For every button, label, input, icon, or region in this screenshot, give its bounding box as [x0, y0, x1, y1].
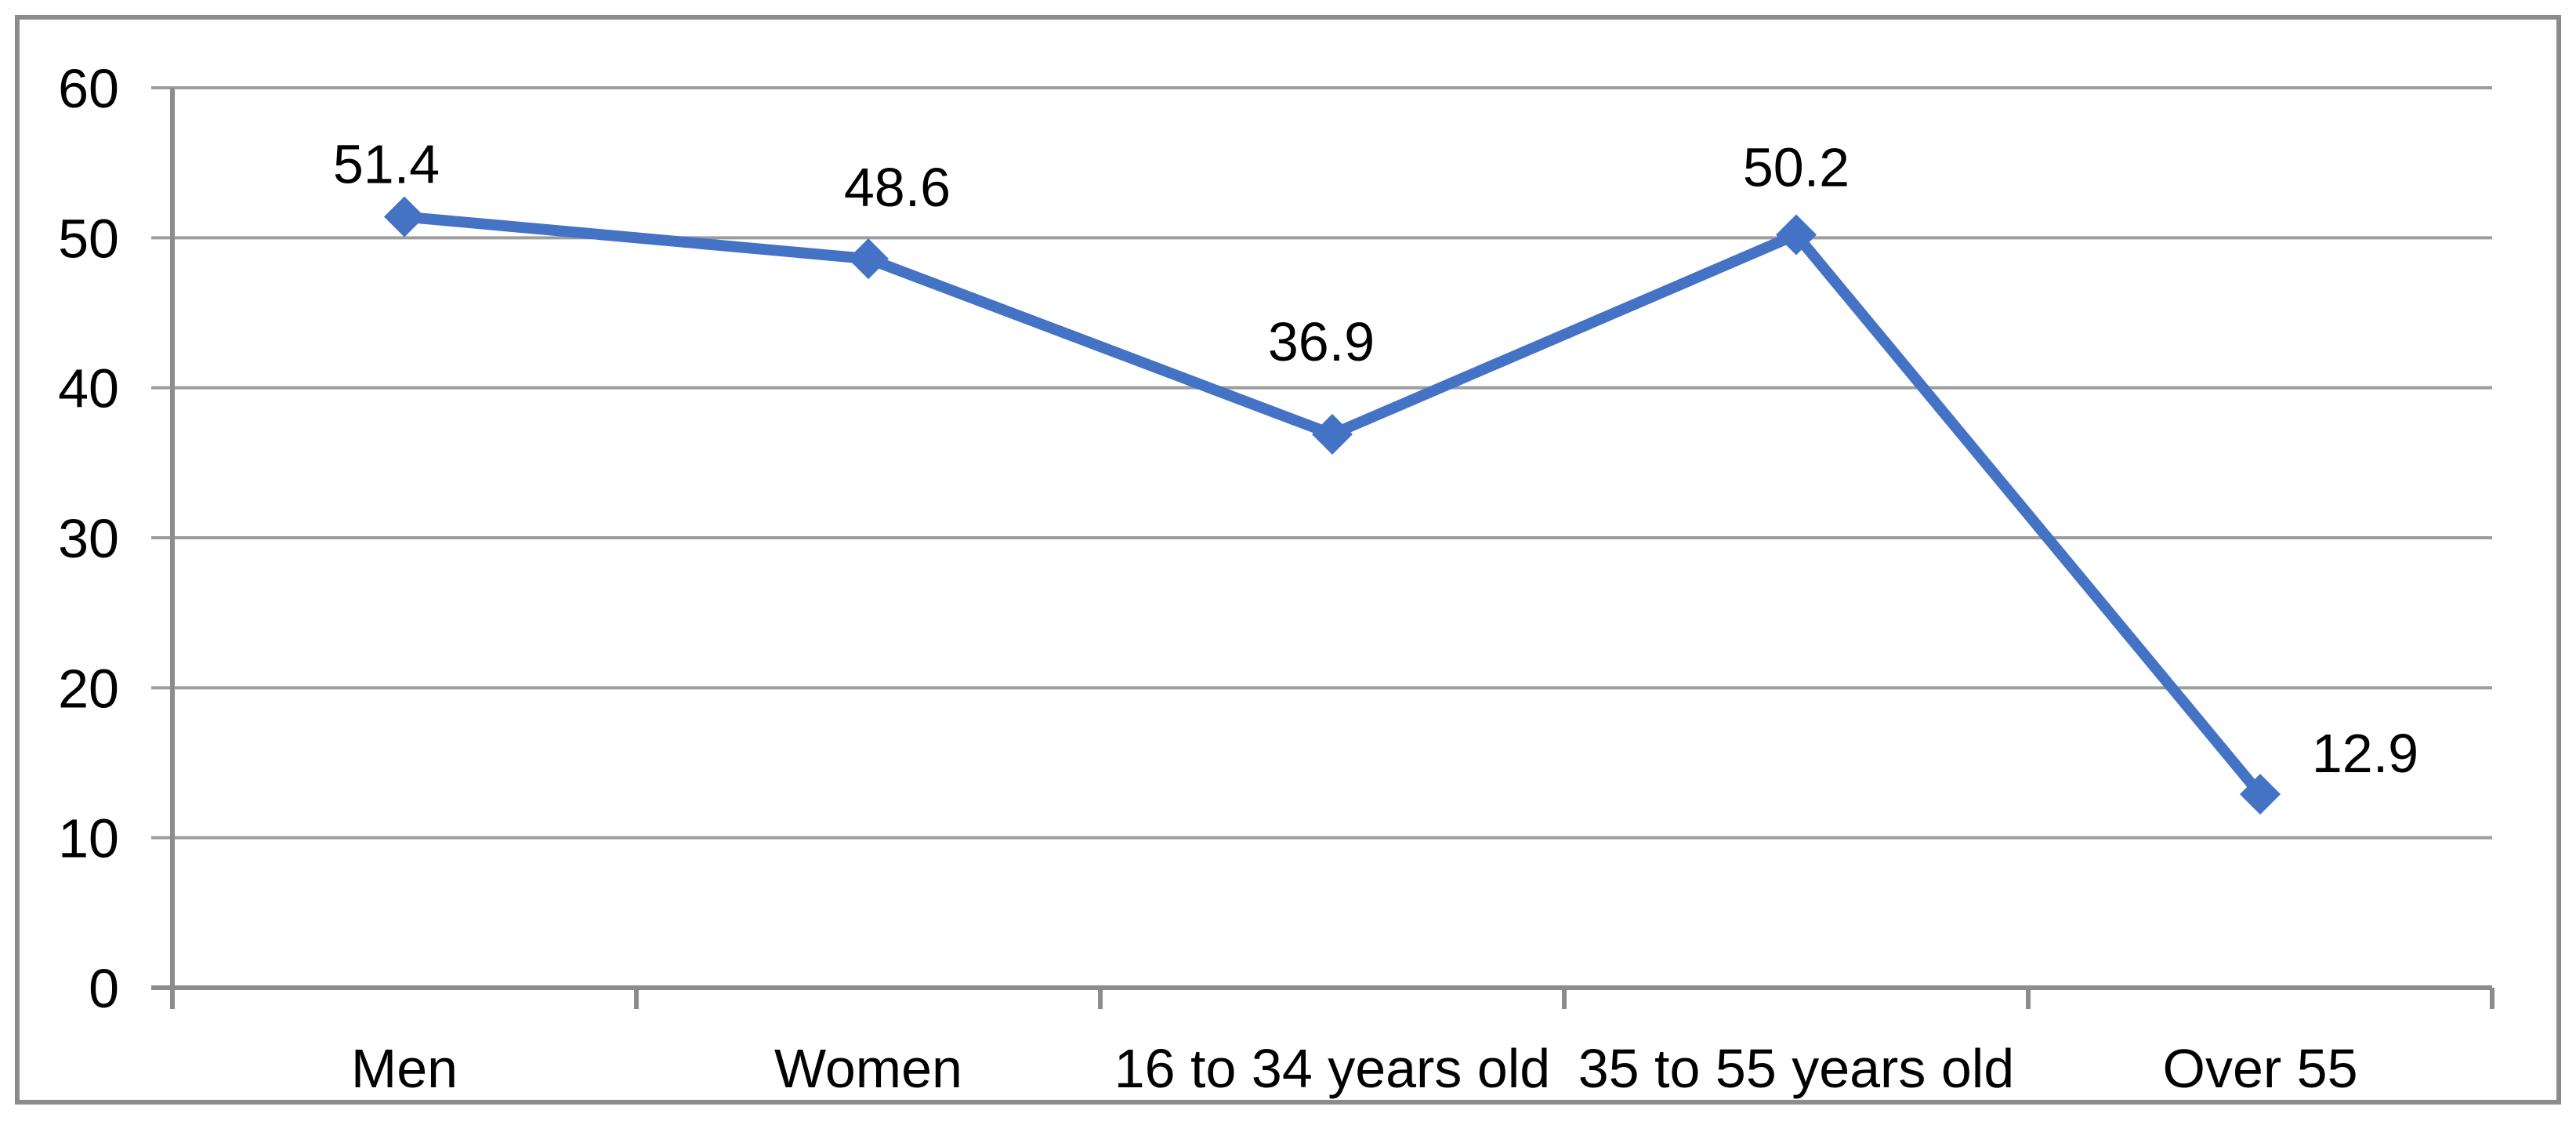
data-point-label: 36.9 [1268, 311, 1375, 372]
data-point-label: 50.2 [1743, 137, 1850, 198]
data-point-label: 51.4 [333, 134, 440, 195]
x-category-label: 35 to 55 years old [1578, 1038, 2014, 1099]
data-point-marker [1776, 214, 1817, 256]
y-axis-tick-label: 10 [58, 808, 119, 869]
y-axis-tick-label: 0 [89, 958, 119, 1019]
data-point-label: 12.9 [2312, 723, 2418, 784]
x-category-label: 16 to 34 years old [1114, 1038, 1550, 1099]
y-axis-tick-label: 60 [58, 58, 119, 119]
y-axis-tick-label: 50 [58, 208, 119, 269]
data-point-marker [2240, 774, 2281, 815]
chart-frame-border [15, 15, 2561, 1105]
y-axis-tick-label: 40 [58, 358, 119, 419]
data-point-marker [384, 196, 425, 238]
y-axis-tick-label: 30 [58, 508, 119, 569]
x-category-label: Women [774, 1038, 962, 1099]
x-category-label: Men [351, 1038, 458, 1099]
data-point-label: 48.6 [844, 157, 951, 218]
y-axis-tick-label: 20 [58, 658, 119, 719]
data-point-marker [848, 238, 889, 280]
x-category-label: Over 55 [2163, 1038, 2358, 1099]
data-point-marker [1312, 413, 1353, 455]
